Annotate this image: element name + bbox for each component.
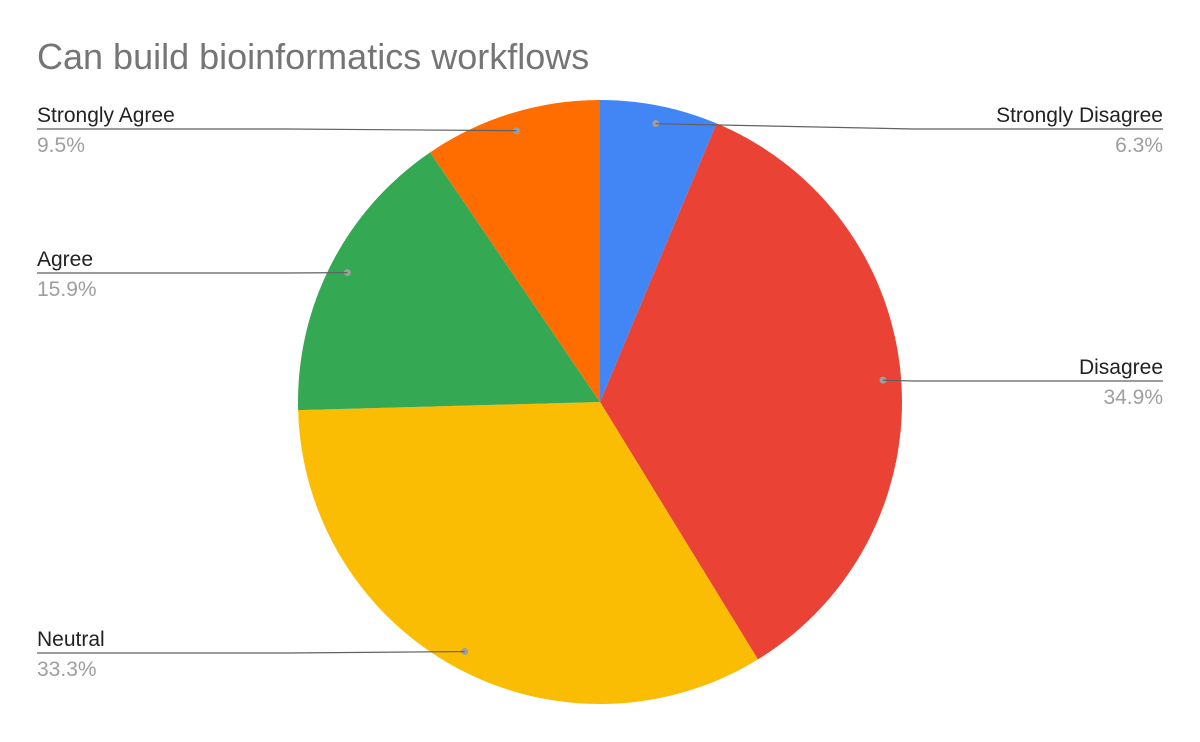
slice-label-strongly-agree: Strongly Agree	[37, 104, 175, 127]
leader-line-disagree	[883, 379, 1163, 382]
slice-percent-neutral: 33.3%	[37, 658, 97, 681]
pie-slice-disagree	[600, 123, 903, 660]
chart-title: Can build bioinformatics workflows	[37, 36, 589, 77]
slice-label-strongly-disagree: Strongly Disagree	[996, 104, 1163, 127]
slice-percent-strongly-disagree: 6.3%	[1115, 134, 1163, 157]
leader-lines	[37, 120, 1163, 656]
slice-label-disagree: Disagree	[1079, 356, 1163, 379]
pie-slice-agree	[298, 152, 600, 411]
slice-percent-strongly-agree: 9.5%	[37, 134, 85, 157]
leader-line-neutral	[37, 650, 465, 654]
slice-label-neutral: Neutral	[37, 628, 105, 651]
slice-labels: Strongly Disagree 6.3% Disagree 34.9% Neutra…	[37, 104, 1163, 681]
pie-slice-strongly-disagree	[600, 100, 717, 402]
slice-percent-disagree: 34.9%	[1103, 386, 1163, 409]
pie-slice-strongly-agree	[430, 100, 600, 402]
slice-label-agree: Agree	[37, 248, 93, 271]
leader-line-strongly-disagree	[655, 123, 1163, 130]
pie-slice-neutral	[298, 402, 758, 704]
slice-percent-agree: 15.9%	[37, 278, 97, 301]
leader-line-strongly-agree	[37, 128, 517, 132]
leader-dot-strongly-disagree	[652, 120, 660, 128]
pie-slices	[298, 100, 903, 704]
